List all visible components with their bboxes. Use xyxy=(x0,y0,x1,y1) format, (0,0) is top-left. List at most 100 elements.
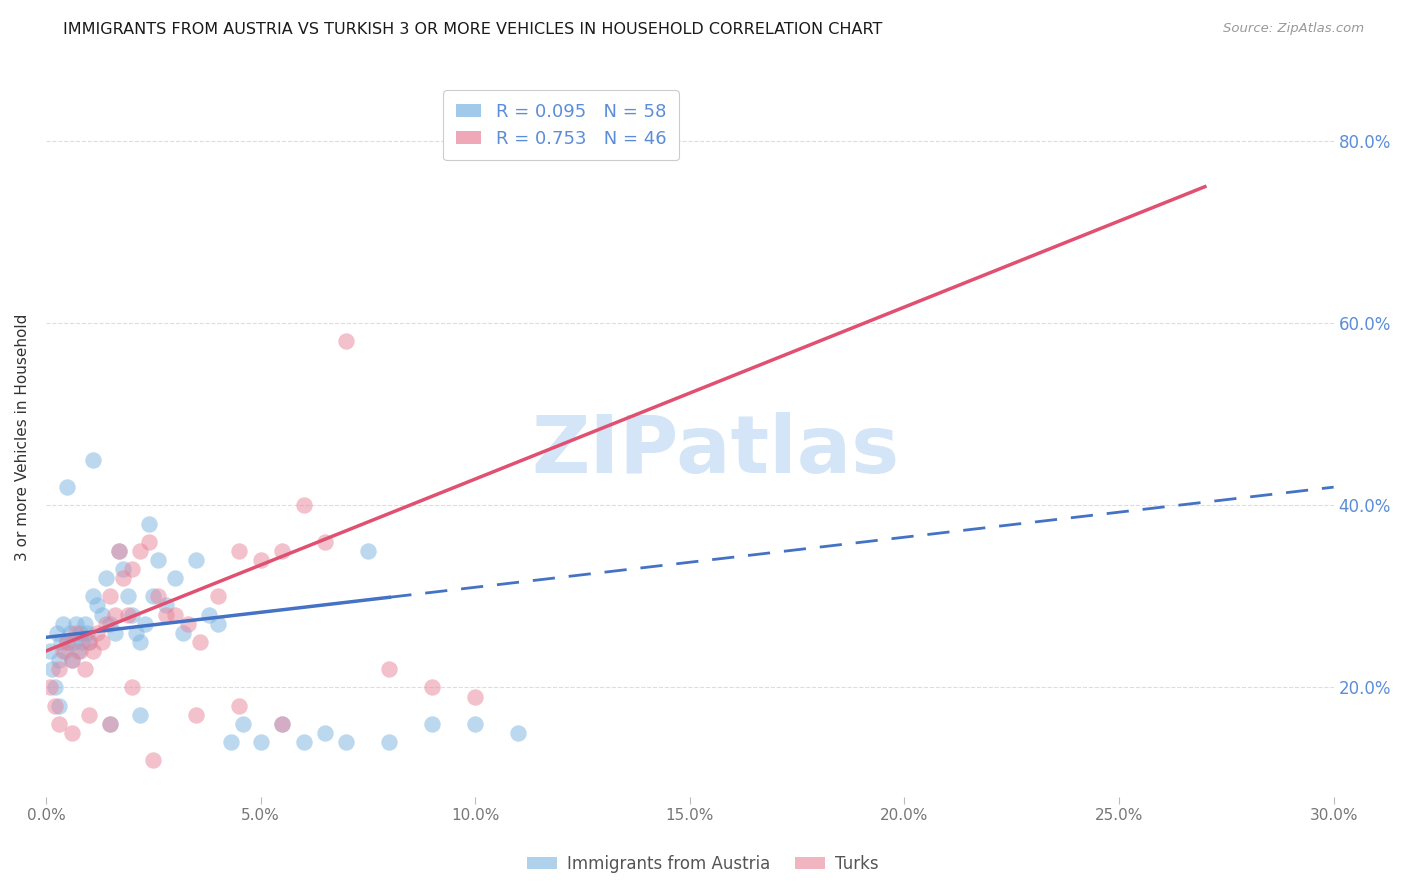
Point xyxy=(73,616,96,631)
Point xyxy=(228,544,250,558)
Point xyxy=(271,716,294,731)
Point xyxy=(56,635,79,649)
Point xyxy=(420,681,443,695)
Point xyxy=(53,644,76,658)
Point xyxy=(86,599,108,613)
Point xyxy=(60,726,83,740)
Point xyxy=(98,716,121,731)
Point xyxy=(155,599,177,613)
Point xyxy=(146,590,169,604)
Point xyxy=(58,625,80,640)
Point xyxy=(129,707,152,722)
Point xyxy=(45,625,67,640)
Point xyxy=(117,607,139,622)
Point xyxy=(48,698,70,713)
Point xyxy=(314,726,336,740)
Point xyxy=(98,590,121,604)
Point xyxy=(155,607,177,622)
Point xyxy=(464,716,486,731)
Point xyxy=(186,707,208,722)
Point xyxy=(335,735,357,749)
Point xyxy=(39,681,62,695)
Point xyxy=(117,590,139,604)
Point xyxy=(104,625,127,640)
Point xyxy=(198,607,221,622)
Point xyxy=(129,635,152,649)
Point xyxy=(77,635,100,649)
Point xyxy=(172,625,194,640)
Text: IMMIGRANTS FROM AUSTRIA VS TURKISH 3 OR MORE VEHICLES IN HOUSEHOLD CORRELATION C: IMMIGRANTS FROM AUSTRIA VS TURKISH 3 OR … xyxy=(63,22,883,37)
Point xyxy=(378,735,401,749)
Point xyxy=(186,553,208,567)
Point xyxy=(82,590,104,604)
Point xyxy=(138,516,160,531)
Point xyxy=(56,635,79,649)
Point xyxy=(146,553,169,567)
Point xyxy=(73,662,96,676)
Point xyxy=(292,735,315,749)
Point xyxy=(228,698,250,713)
Point xyxy=(108,544,131,558)
Text: Source: ZipAtlas.com: Source: ZipAtlas.com xyxy=(1223,22,1364,36)
Point xyxy=(249,553,271,567)
Point xyxy=(108,544,131,558)
Point xyxy=(82,452,104,467)
Point xyxy=(142,590,165,604)
Point xyxy=(65,616,87,631)
Point xyxy=(464,690,486,704)
Point xyxy=(378,662,401,676)
Point xyxy=(121,562,143,576)
Point xyxy=(98,616,121,631)
Point xyxy=(134,616,156,631)
Point xyxy=(207,590,229,604)
Point xyxy=(65,625,87,640)
Point xyxy=(121,607,143,622)
Point xyxy=(67,644,90,658)
Point xyxy=(52,616,75,631)
Text: ZIPatlas: ZIPatlas xyxy=(531,412,900,491)
Point xyxy=(56,480,79,494)
Point xyxy=(271,716,294,731)
Point xyxy=(121,681,143,695)
Point xyxy=(142,753,165,767)
Point xyxy=(138,534,160,549)
Point xyxy=(94,571,117,585)
Legend: R = 0.095   N = 58, R = 0.753   N = 46: R = 0.095 N = 58, R = 0.753 N = 46 xyxy=(443,90,679,161)
Point xyxy=(69,625,91,640)
Point xyxy=(249,735,271,749)
Point xyxy=(48,653,70,667)
Point xyxy=(44,681,66,695)
Point xyxy=(207,616,229,631)
Point xyxy=(72,635,94,649)
Point xyxy=(39,644,62,658)
Point xyxy=(129,544,152,558)
Point xyxy=(60,653,83,667)
Point xyxy=(271,544,294,558)
Point xyxy=(63,635,86,649)
Point xyxy=(125,625,148,640)
Point xyxy=(314,534,336,549)
Point xyxy=(112,571,135,585)
Legend: Immigrants from Austria, Turks: Immigrants from Austria, Turks xyxy=(520,848,886,880)
Point xyxy=(94,616,117,631)
Point xyxy=(90,635,112,649)
Point xyxy=(69,644,91,658)
Point xyxy=(104,607,127,622)
Point xyxy=(77,707,100,722)
Point xyxy=(41,662,63,676)
Point xyxy=(77,635,100,649)
Point xyxy=(49,635,72,649)
Point xyxy=(76,625,98,640)
Point xyxy=(48,662,70,676)
Point xyxy=(508,726,530,740)
Point xyxy=(176,616,198,631)
Point xyxy=(98,716,121,731)
Point xyxy=(292,499,315,513)
Point xyxy=(90,607,112,622)
Point xyxy=(335,334,357,349)
Point xyxy=(219,735,242,749)
Point xyxy=(86,625,108,640)
Point xyxy=(82,644,104,658)
Point xyxy=(52,644,75,658)
Point xyxy=(190,635,212,649)
